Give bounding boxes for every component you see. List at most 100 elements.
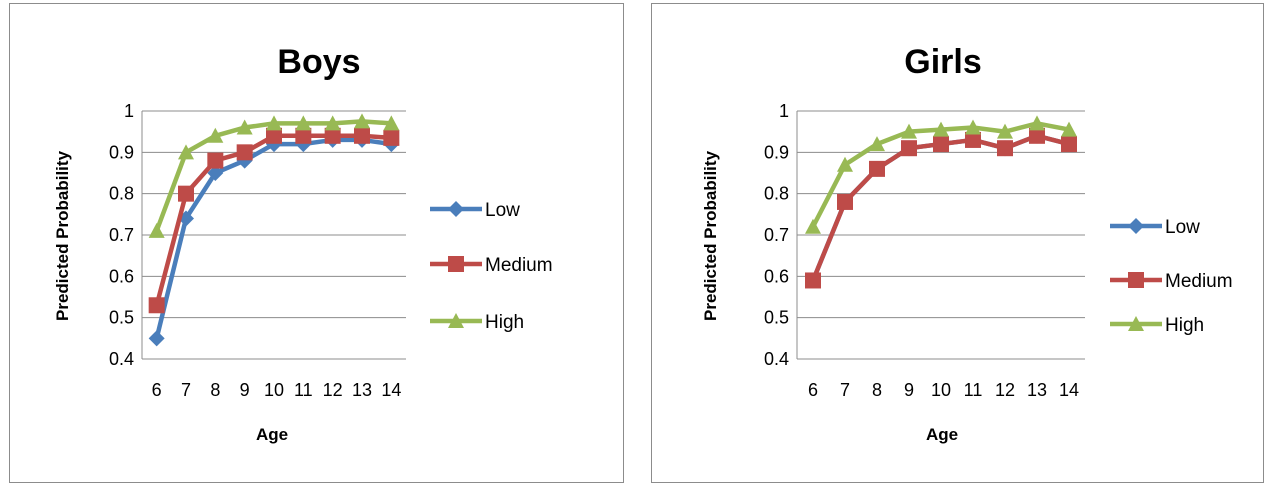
data-point — [1029, 115, 1045, 131]
legend-item-high: High — [1110, 315, 1204, 336]
legend-label: Medium — [1165, 271, 1233, 292]
y-tick-label: 0.7 — [764, 225, 789, 245]
legend-label: High — [485, 312, 524, 333]
data-point — [148, 297, 165, 314]
data-point — [148, 330, 165, 347]
data-point — [933, 136, 949, 153]
data-point — [324, 115, 341, 131]
data-point — [901, 140, 917, 157]
data-point — [997, 140, 1013, 157]
y-tick-label: 0.6 — [109, 266, 134, 286]
x-tick-label: 11 — [294, 380, 313, 400]
data-point — [837, 193, 853, 210]
data-point — [295, 115, 312, 131]
data-point — [148, 222, 165, 238]
data-point — [997, 123, 1013, 139]
y-tick-label: 1 — [779, 101, 789, 121]
data-point — [383, 129, 400, 146]
data-point — [869, 160, 885, 177]
data-point — [207, 165, 224, 181]
series-medium — [805, 127, 1077, 289]
legend-marker — [448, 313, 464, 328]
legend-item-medium: Medium — [430, 255, 553, 276]
x-tick-label: 12 — [995, 380, 1015, 400]
legend-item-high: High — [430, 312, 524, 333]
x-tick-label: 7 — [840, 380, 850, 400]
legend-marker — [1128, 272, 1144, 288]
x-tick-label: 13 — [1027, 380, 1047, 400]
x-tick-label: 6 — [808, 380, 818, 400]
legend-label: High — [1165, 315, 1204, 336]
chart-girls: Girls 1 0.9 0.8 0.7 0.6 0.5 0.4 6 7 8 9 10 11 12 13 14 … — [651, 3, 1264, 483]
data-point — [207, 152, 224, 169]
y-axis-label: Predicted Probability — [53, 150, 72, 321]
x-tick-label: 10 — [264, 380, 284, 400]
x-tick-label: 9 — [904, 380, 914, 400]
legend-item-medium: Medium — [1110, 271, 1233, 292]
data-point — [354, 113, 370, 129]
legend-marker — [448, 256, 464, 272]
chart-boys: Boys 1 0.9 0.8 0.7 0.6 0.5 0.4 6 7 8 9 10 11 12 13 14 A… — [9, 3, 624, 483]
data-point — [383, 115, 400, 131]
data-point — [805, 272, 821, 289]
series-line — [154, 137, 392, 339]
data-point — [295, 127, 312, 144]
data-point — [1061, 136, 1077, 153]
x-tick-label: 8 — [872, 380, 882, 400]
y-tick-label: 0.7 — [109, 225, 134, 245]
legend-item-low: Low — [1110, 217, 1200, 238]
chart-girls-svg: Girls 10.90.80.70.60.50.46 7 8 9 10 11 12 13 14 … — [701, 43, 1233, 444]
x-axis-label: Age — [926, 425, 958, 444]
y-tick-label: 0.5 — [109, 308, 134, 328]
data-point — [1029, 127, 1045, 144]
y-tick-label: 0.5 — [764, 308, 789, 328]
y-tick-label: 0.4 — [109, 349, 134, 369]
y-tick-label: 1 — [124, 101, 134, 121]
x-tick-label: 9 — [240, 380, 250, 400]
data-point — [178, 185, 194, 202]
x-tick-label: 6 — [152, 380, 162, 400]
data-point — [266, 115, 282, 131]
legend-marker — [448, 201, 464, 217]
x-tick-label: 8 — [210, 380, 220, 400]
data-point — [324, 127, 341, 144]
legend-label: Medium — [485, 255, 553, 276]
y-axis-label: Predicted Probability — [701, 150, 720, 321]
chart-title: Boys — [277, 43, 360, 81]
x-tick-label: 7 — [181, 380, 191, 400]
data-point — [354, 127, 370, 144]
data-point — [236, 119, 253, 135]
data-point — [805, 218, 821, 234]
x-tick-label: 11 — [964, 380, 983, 400]
data-point — [965, 131, 981, 148]
data-point — [965, 119, 981, 135]
series-medium — [148, 127, 400, 314]
data-point — [1061, 121, 1077, 137]
data-point — [901, 123, 917, 139]
legend-marker — [1128, 218, 1144, 234]
y-tick-label: 0.6 — [764, 266, 789, 286]
x-tick-label: 14 — [1059, 380, 1079, 400]
data-point — [178, 144, 194, 160]
y-tick-label: 0.8 — [109, 184, 134, 204]
data-point — [837, 156, 853, 172]
chart-title: Girls — [904, 43, 981, 81]
legend-label: Low — [485, 200, 520, 221]
data-point — [266, 127, 282, 144]
chart-boys-svg: Boys 1 0.9 0.8 0.7 0.6 0.5 0.4 6 7 8 9 10 11 12 13 14 A… — [53, 43, 553, 444]
data-point — [869, 136, 885, 152]
y-tick-label: 0.9 — [764, 142, 789, 162]
data-point — [933, 121, 949, 137]
data-point — [236, 144, 253, 161]
y-tick-label: 0.8 — [764, 184, 789, 204]
x-tick-label: 10 — [931, 380, 951, 400]
series-high — [805, 115, 1077, 234]
legend-label: Low — [1165, 217, 1200, 238]
x-tick-label: 13 — [352, 380, 372, 400]
y-tick-label: 0.9 — [109, 142, 134, 162]
x-tick-label: 12 — [323, 380, 343, 400]
legend-item-low: Low — [430, 200, 520, 221]
legend-marker — [1128, 316, 1144, 331]
series-high — [148, 113, 400, 238]
x-tick-label: 14 — [381, 380, 401, 400]
